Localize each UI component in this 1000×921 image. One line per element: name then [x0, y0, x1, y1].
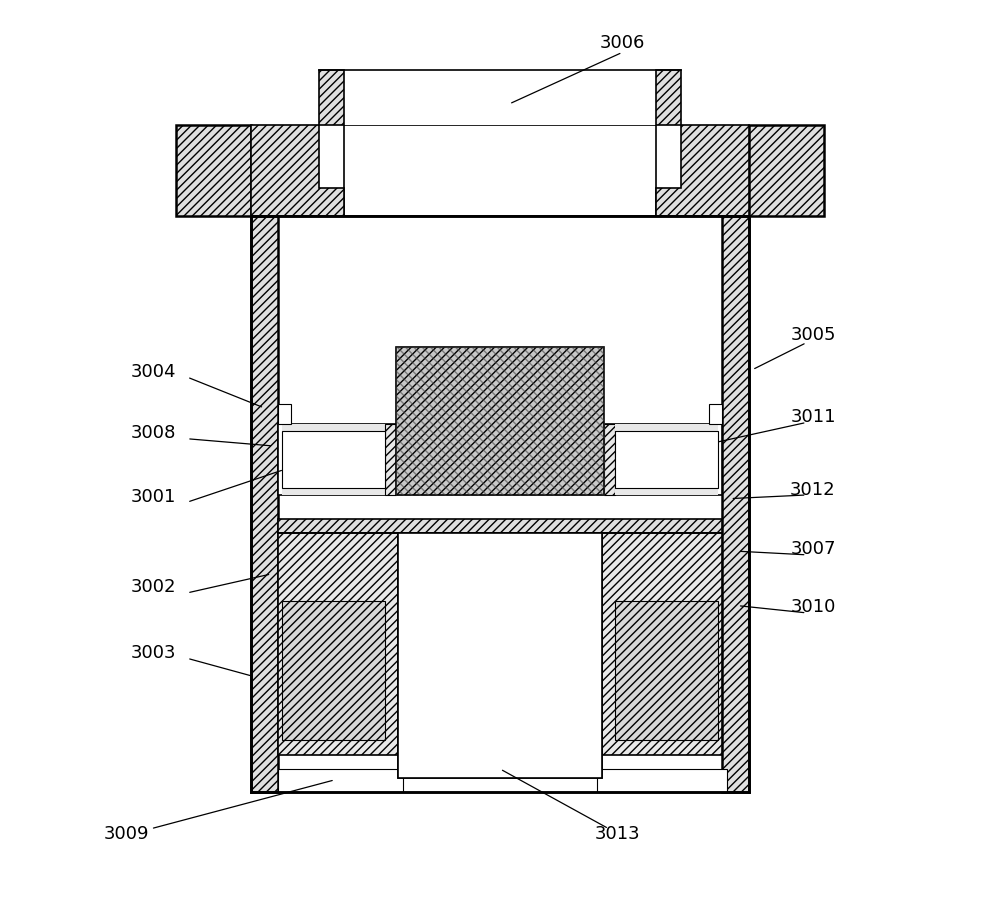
Polygon shape	[656, 125, 749, 216]
Polygon shape	[385, 425, 396, 495]
Polygon shape	[251, 125, 344, 216]
Text: 3010: 3010	[790, 599, 836, 616]
Polygon shape	[282, 425, 385, 431]
Text: 3006: 3006	[600, 34, 645, 52]
Bar	[282, 431, 385, 488]
Bar	[398, 533, 602, 778]
Polygon shape	[615, 488, 718, 495]
Text: 3003: 3003	[131, 644, 176, 662]
Bar	[615, 431, 718, 488]
Bar	[278, 404, 291, 425]
Text: 3002: 3002	[131, 578, 176, 597]
Polygon shape	[604, 425, 615, 495]
Text: 3012: 3012	[790, 481, 836, 498]
Bar	[597, 769, 727, 791]
Polygon shape	[615, 425, 718, 431]
Text: 3009: 3009	[104, 825, 149, 844]
Bar	[278, 519, 722, 533]
Bar	[709, 404, 722, 425]
Text: 3008: 3008	[131, 425, 176, 442]
Text: 3004: 3004	[131, 363, 176, 380]
Bar	[344, 125, 656, 216]
Text: 3013: 3013	[595, 825, 641, 844]
Bar	[251, 216, 749, 791]
Polygon shape	[176, 125, 251, 216]
Text: 3011: 3011	[790, 408, 836, 426]
Polygon shape	[278, 533, 398, 755]
Text: 3007: 3007	[790, 541, 836, 558]
Polygon shape	[282, 601, 385, 740]
Bar	[278, 425, 722, 495]
Bar	[278, 769, 403, 791]
Polygon shape	[656, 70, 681, 125]
Polygon shape	[282, 488, 385, 495]
Polygon shape	[615, 601, 718, 740]
Polygon shape	[251, 216, 278, 791]
Polygon shape	[319, 70, 344, 125]
Polygon shape	[749, 125, 824, 216]
Text: 3001: 3001	[131, 488, 176, 506]
Bar	[344, 70, 656, 125]
Text: 3005: 3005	[790, 326, 836, 344]
Polygon shape	[396, 347, 604, 495]
Polygon shape	[722, 216, 749, 791]
Polygon shape	[602, 533, 722, 755]
Bar	[398, 533, 602, 778]
